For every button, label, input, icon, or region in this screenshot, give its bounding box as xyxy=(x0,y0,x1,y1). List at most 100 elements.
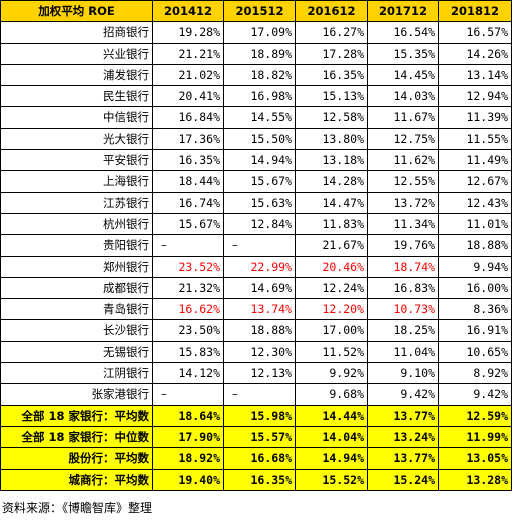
roe-cell: 12.59% xyxy=(438,404,512,427)
table-row: 杭州银行 15.67% 12.84% 11.83% 11.34% 11.01% xyxy=(0,212,512,236)
roe-cell: 9.92% xyxy=(295,362,368,385)
roe-cell: 15.52% xyxy=(295,468,368,491)
roe-cell: 13.72% xyxy=(367,191,439,214)
summary-row: 全部 18 家银行：中位数 17.90% 15.57% 14.04% 13.24% 11.… xyxy=(0,425,512,449)
roe-cell: 14.94% xyxy=(223,149,296,172)
header-period: 201412 xyxy=(152,0,224,23)
roe-cell: 16.84% xyxy=(152,106,224,129)
bank-name: 上海银行 xyxy=(0,170,153,193)
roe-cell: 9.10% xyxy=(367,362,439,385)
roe-cell: 12.24% xyxy=(295,276,368,300)
roe-cell: 11.01% xyxy=(438,212,512,236)
bank-name: 光大银行 xyxy=(0,127,153,151)
roe-cell: 11.99% xyxy=(438,425,512,449)
roe-cell: 12.30% xyxy=(223,340,296,364)
roe-cell: 11.67% xyxy=(367,106,439,129)
table-row: 张家港银行 – –9.68% 9.42% 9.42% xyxy=(0,383,512,406)
roe-cell: 21.67% xyxy=(295,234,368,257)
roe-cell: 16.57% xyxy=(438,21,512,44)
roe-cell: 18.82% xyxy=(223,63,296,87)
roe-cell: – xyxy=(223,383,296,406)
roe-cell: 12.58% xyxy=(295,106,368,129)
roe-cell: 11.62% xyxy=(367,149,439,172)
roe-cell: 21.21% xyxy=(152,42,224,65)
header-period: 201612 xyxy=(295,0,368,23)
roe-cell: 9.42% xyxy=(367,383,439,406)
bank-name: 兴业银行 xyxy=(0,42,153,65)
roe-cell: 14.28% xyxy=(295,170,368,193)
roe-cell: 14.04% xyxy=(295,425,368,449)
table-row: 成都银行 21.32% 14.69% 12.24% 16.83% 16.00% xyxy=(0,276,512,300)
roe-cell: 15.24% xyxy=(367,468,439,491)
roe-cell: 11.83% xyxy=(295,212,368,236)
roe-cell: 15.50% xyxy=(223,127,296,151)
bank-name: 青岛银行 xyxy=(0,298,153,321)
roe-table: 加权平均 ROE 201412 201512 201612 201712 201… xyxy=(0,0,512,491)
roe-cell: 8.92% xyxy=(438,362,512,385)
table-row: 江苏银行 16.74% 15.63% 14.47% 13.72% 12.43% xyxy=(0,191,512,214)
roe-cell: 16.74% xyxy=(152,191,224,214)
bank-name: 江阴银行 xyxy=(0,362,153,385)
roe-cell: 13.74% xyxy=(223,298,296,321)
roe-cell: 18.92% xyxy=(152,447,224,470)
roe-cell: 15.67% xyxy=(152,212,224,236)
roe-cell: 20.46% xyxy=(295,255,368,278)
table-row: 中信银行 16.84% 14.55% 12.58% 11.67% 11.39% xyxy=(0,106,512,129)
header-period: 201812 xyxy=(438,0,512,23)
roe-cell: 15.35% xyxy=(367,42,439,65)
roe-cell: 16.98% xyxy=(223,85,296,108)
roe-cell: 8.36% xyxy=(438,298,512,321)
roe-cell: 18.64% xyxy=(152,404,224,427)
table-body: 招商银行 19.28% 17.09% 16.27% 16.54% 16.57% 兴业银行 21… xyxy=(0,21,512,491)
roe-cell: 16.35% xyxy=(295,63,368,87)
summary-row: 城商行：平均数 19.40% 16.35% 15.52% 15.24% 13.28% xyxy=(0,468,512,491)
roe-cell: 16.35% xyxy=(152,149,224,172)
table-row: 兴业银行 21.21% 18.89% 17.28% 15.35% 14.26% xyxy=(0,42,512,65)
roe-cell: 11.52% xyxy=(295,340,368,364)
roe-cell: 14.44% xyxy=(295,404,368,427)
roe-cell: 17.90% xyxy=(152,425,224,449)
roe-cell: 15.98% xyxy=(223,404,296,427)
bank-name: 长沙银行 xyxy=(0,319,153,342)
bank-name: 招商银行 xyxy=(0,21,153,44)
roe-cell: 16.35% xyxy=(223,468,296,491)
roe-cell: 14.45% xyxy=(367,63,439,87)
roe-cell: 18.44% xyxy=(152,170,224,193)
bank-name: 中信银行 xyxy=(0,106,153,129)
table-row: 江阴银行 14.12% 12.13% 9.92% 9.10% 8.92% xyxy=(0,362,512,385)
bank-name: 郑州银行 xyxy=(0,255,153,278)
roe-cell: 17.00% xyxy=(295,319,368,342)
bank-name: 江苏银行 xyxy=(0,191,153,214)
roe-cell: 15.83% xyxy=(152,340,224,364)
header-period: 201712 xyxy=(367,0,439,23)
table-row: 浦发银行 21.02% 18.82% 16.35% 14.45% 13.14% xyxy=(0,63,512,87)
roe-cell: 19.76% xyxy=(367,234,439,257)
roe-cell: 12.55% xyxy=(367,170,439,193)
table-row: 光大银行 17.36% 15.50% 13.80% 12.75% 11.55% xyxy=(0,127,512,151)
roe-cell: 11.39% xyxy=(438,106,512,129)
summary-row: 股份行：平均数 18.92% 16.68% 14.94% 13.77% 13.05% xyxy=(0,447,512,470)
table-row: 民生银行 20.41% 16.98% 15.13% 14.03% 12.94% xyxy=(0,85,512,108)
roe-cell: – xyxy=(223,234,296,257)
roe-cell: – xyxy=(152,234,224,257)
roe-cell: 16.27% xyxy=(295,21,368,44)
roe-cell: 13.24% xyxy=(367,425,439,449)
roe-cell: 18.88% xyxy=(438,234,512,257)
bank-name: 平安银行 xyxy=(0,149,153,172)
roe-cell: 12.94% xyxy=(438,85,512,108)
roe-cell: 14.12% xyxy=(152,362,224,385)
roe-cell: 13.05% xyxy=(438,447,512,470)
roe-cell: 13.14% xyxy=(438,63,512,87)
roe-cell: 15.13% xyxy=(295,85,368,108)
roe-cell: 20.41% xyxy=(152,85,224,108)
summary-label: 股份行：平均数 xyxy=(0,447,153,470)
roe-cell: 16.00% xyxy=(438,276,512,300)
roe-cell: 18.89% xyxy=(223,42,296,65)
roe-cell: 15.57% xyxy=(223,425,296,449)
summary-label: 全部 18 家银行：平均数 xyxy=(0,404,153,427)
summary-label: 全部 18 家银行：中位数 xyxy=(0,425,153,449)
roe-cell: 10.73% xyxy=(367,298,439,321)
roe-cell: 10.65% xyxy=(438,340,512,364)
roe-cell: 22.99% xyxy=(223,255,296,278)
roe-cell: 19.28% xyxy=(152,21,224,44)
